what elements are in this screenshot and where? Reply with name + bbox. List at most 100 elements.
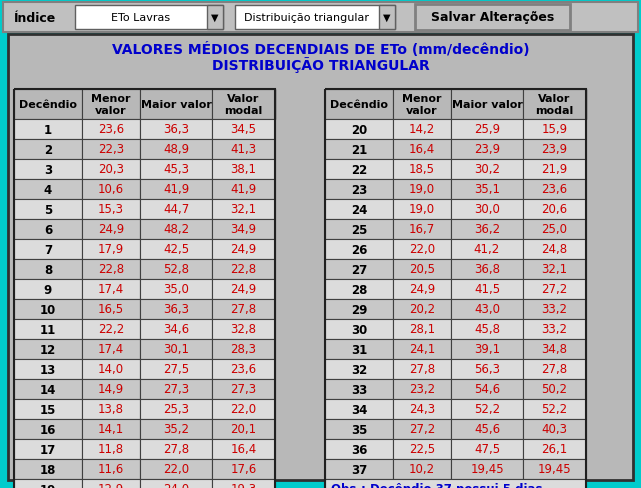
Bar: [325, 240, 393, 260]
Text: Maior valor: Maior valor: [140, 100, 212, 110]
Bar: [212, 439, 275, 459]
Bar: [451, 200, 523, 220]
Text: Decêndio: Decêndio: [19, 100, 77, 110]
Text: 30: 30: [351, 323, 367, 336]
Bar: [82, 379, 140, 399]
Text: 14,9: 14,9: [98, 383, 124, 396]
Text: 19,45: 19,45: [470, 463, 504, 475]
Text: 21,9: 21,9: [542, 163, 568, 176]
Text: 24,9: 24,9: [230, 283, 256, 296]
Text: 16,4: 16,4: [230, 443, 256, 456]
Bar: [451, 419, 523, 439]
Bar: [14, 319, 82, 339]
Text: 28,3: 28,3: [231, 343, 256, 356]
Text: 33,2: 33,2: [542, 303, 567, 316]
Text: Distribuição triangular: Distribuição triangular: [244, 13, 369, 23]
Bar: [14, 439, 82, 459]
Text: 17,6: 17,6: [230, 463, 256, 475]
Bar: [325, 439, 393, 459]
Text: 23: 23: [351, 183, 367, 196]
Bar: [393, 459, 451, 479]
Bar: [325, 419, 393, 439]
Bar: [393, 319, 451, 339]
Bar: [212, 260, 275, 280]
Text: 24,9: 24,9: [98, 223, 124, 236]
Bar: [14, 260, 82, 280]
Bar: [451, 240, 523, 260]
Text: 23,9: 23,9: [542, 143, 567, 156]
Text: Obs.: Decêndio 37 possui 5 dias: Obs.: Decêndio 37 possui 5 dias: [331, 483, 542, 488]
Bar: [140, 379, 212, 399]
Bar: [140, 180, 212, 200]
Bar: [393, 379, 451, 399]
Bar: [325, 359, 393, 379]
Text: 48,9: 48,9: [163, 143, 189, 156]
Bar: [212, 240, 275, 260]
Text: 32,8: 32,8: [231, 323, 256, 336]
Bar: [82, 220, 140, 240]
Text: 24,1: 24,1: [409, 343, 435, 356]
Text: 24,9: 24,9: [409, 283, 435, 296]
Text: 11,6: 11,6: [98, 463, 124, 475]
Text: 24,3: 24,3: [409, 403, 435, 416]
Text: 24,8: 24,8: [542, 243, 567, 256]
Bar: [212, 419, 275, 439]
Text: 15,3: 15,3: [98, 203, 124, 216]
Bar: [523, 299, 586, 319]
Bar: [393, 180, 451, 200]
Text: 23,6: 23,6: [230, 363, 256, 376]
Bar: [207, 6, 223, 30]
Text: 52,2: 52,2: [474, 403, 500, 416]
Text: 36,3: 36,3: [163, 303, 189, 316]
Text: 37: 37: [351, 463, 367, 475]
Bar: [451, 140, 523, 160]
Bar: [393, 200, 451, 220]
Bar: [82, 240, 140, 260]
Bar: [325, 339, 393, 359]
Text: 38,1: 38,1: [231, 163, 256, 176]
Bar: [212, 299, 275, 319]
Bar: [82, 180, 140, 200]
Text: 27,2: 27,2: [542, 283, 568, 296]
Bar: [82, 140, 140, 160]
Bar: [212, 140, 275, 160]
Text: 28: 28: [351, 283, 367, 296]
Text: 56,3: 56,3: [474, 363, 500, 376]
Text: 23,2: 23,2: [409, 383, 435, 396]
Bar: [235, 6, 395, 30]
Text: Índice: Índice: [14, 12, 56, 24]
Bar: [14, 180, 82, 200]
Text: 11,8: 11,8: [98, 443, 124, 456]
Text: 15,9: 15,9: [542, 123, 567, 136]
Bar: [379, 6, 395, 30]
Text: 22,0: 22,0: [163, 463, 189, 475]
Bar: [393, 399, 451, 419]
Text: 13: 13: [40, 363, 56, 376]
Bar: [212, 319, 275, 339]
Text: 11: 11: [40, 323, 56, 336]
Text: 24,0: 24,0: [163, 483, 189, 488]
Bar: [82, 479, 140, 488]
Text: 9: 9: [44, 283, 52, 296]
Bar: [451, 160, 523, 180]
Bar: [82, 120, 140, 140]
Bar: [325, 180, 393, 200]
Text: 21: 21: [351, 143, 367, 156]
Text: 12,9: 12,9: [98, 483, 124, 488]
Bar: [523, 220, 586, 240]
Bar: [14, 240, 82, 260]
Text: 25,9: 25,9: [474, 123, 500, 136]
Bar: [82, 280, 140, 299]
Text: 18,5: 18,5: [409, 163, 435, 176]
Text: 45,3: 45,3: [163, 163, 189, 176]
Text: DISTRIBUIÇÃO TRIANGULAR: DISTRIBUIÇÃO TRIANGULAR: [212, 57, 429, 73]
Bar: [140, 359, 212, 379]
Bar: [523, 240, 586, 260]
Bar: [140, 90, 212, 120]
Text: 36: 36: [351, 443, 367, 456]
Text: 27,3: 27,3: [230, 383, 256, 396]
Text: 27,8: 27,8: [542, 363, 567, 376]
Text: 20,5: 20,5: [409, 263, 435, 276]
Text: 5: 5: [44, 203, 52, 216]
Bar: [212, 339, 275, 359]
